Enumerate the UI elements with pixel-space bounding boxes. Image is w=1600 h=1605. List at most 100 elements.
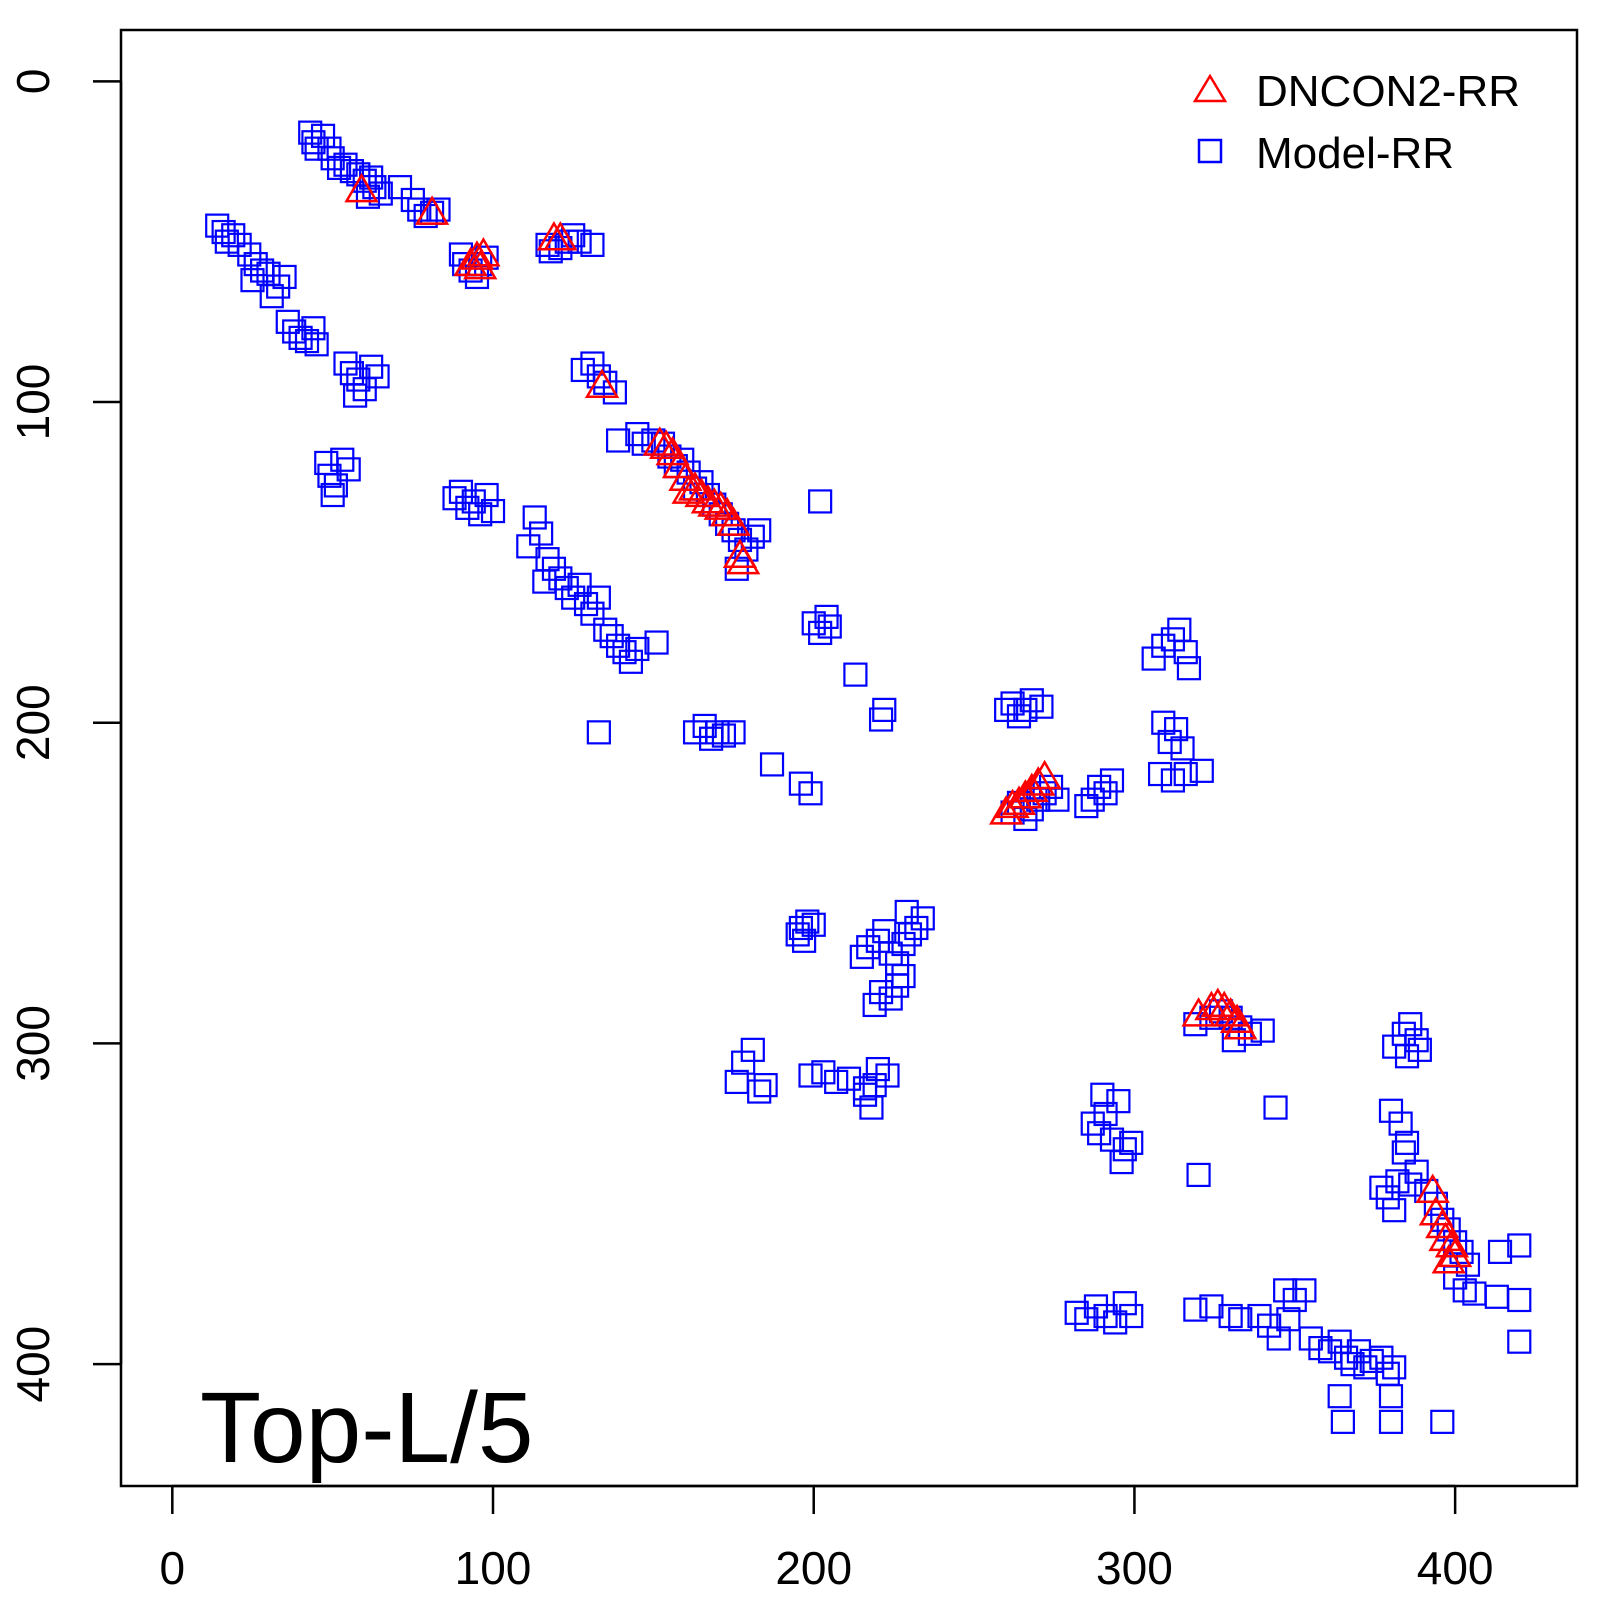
data-point-square: [259, 284, 284, 309]
y-tick-label: 100: [7, 364, 59, 441]
data-point-square: [994, 697, 1019, 722]
legend-item-model: Model-RR: [1197, 129, 1454, 178]
data-point-square: [1423, 1191, 1448, 1216]
data-point-square: [365, 364, 390, 389]
data-point-square: [1160, 768, 1186, 793]
panel-label: Top-L/5: [200, 1372, 534, 1484]
data-point-square: [1151, 710, 1176, 735]
data-point-square: [731, 1050, 756, 1075]
data-point-square: [865, 928, 890, 953]
data-point-square: [602, 380, 627, 405]
data-point-square: [359, 354, 384, 379]
data-point-square: [1430, 1409, 1455, 1434]
data-point-square: [1189, 758, 1214, 783]
data-point-square: [1266, 1326, 1291, 1351]
data-point-square: [1327, 1384, 1352, 1409]
data-point-square: [891, 931, 916, 957]
data-point-square: [442, 486, 467, 511]
data-point-square: [288, 325, 313, 350]
data-point-square: [852, 1082, 878, 1107]
data-point-square: [1391, 1021, 1416, 1046]
data-point-square: [753, 1073, 778, 1098]
data-point-square: [541, 556, 567, 581]
data-point-square: [849, 944, 874, 969]
data-point-square: [1385, 1169, 1410, 1194]
data-point-triangle: [459, 240, 495, 270]
data-point-square: [1119, 1303, 1144, 1329]
data-point-square: [580, 601, 605, 626]
data-point-square: [1398, 1012, 1423, 1037]
data-point-square: [1186, 1162, 1211, 1188]
data-point-square: [570, 357, 595, 383]
data-point-square: [1388, 1111, 1413, 1136]
legend-label-model: Model-RR: [1256, 129, 1454, 178]
data-point-square: [1378, 1384, 1404, 1409]
data-point-square: [878, 986, 903, 1011]
data-point-square: [573, 591, 599, 617]
data-point-triangle: [716, 506, 751, 536]
data-point-square: [317, 463, 342, 488]
legend-marker-model: [1197, 138, 1223, 164]
data-point-square: [468, 502, 493, 527]
y-tick-label: 300: [7, 1005, 59, 1082]
data-point-square: [320, 146, 345, 171]
data-point-square: [1228, 1307, 1253, 1332]
data-point-square: [711, 723, 737, 748]
data-point-square: [811, 1060, 836, 1085]
data-point-square: [1221, 1028, 1246, 1053]
data-point-square: [275, 309, 300, 334]
data-point-square: [705, 720, 730, 745]
data-point-square: [891, 963, 916, 989]
data-point-square: [747, 1079, 772, 1104]
data-point-square: [868, 707, 894, 732]
series-layer: [205, 120, 1532, 1434]
data-point-square: [792, 928, 817, 953]
data-point-triangle: [584, 368, 620, 399]
legend-marker-dncon2: [1192, 73, 1228, 103]
data-point-square: [580, 232, 605, 257]
data-point-square: [1308, 1335, 1333, 1361]
x-tick-label: 200: [775, 1542, 852, 1594]
data-point-square: [413, 203, 438, 229]
data-point-triangle: [1431, 1244, 1466, 1274]
data-point-square: [865, 1056, 890, 1082]
data-point-square: [1147, 761, 1173, 787]
data-point-square: [618, 649, 644, 674]
data-point-square: [1276, 1307, 1301, 1332]
data-point-square: [788, 771, 813, 796]
data-point-square: [788, 915, 813, 941]
data-point-square: [1333, 1345, 1359, 1370]
data-point-square: [1173, 640, 1198, 665]
data-point-square: [1013, 697, 1038, 722]
data-point-square: [868, 980, 894, 1005]
data-point-square: [824, 1069, 849, 1095]
data-point-square: [326, 155, 352, 181]
data-point-square: [317, 136, 342, 161]
data-point-square: [567, 229, 592, 254]
data-point-triangle: [543, 220, 578, 251]
data-point-square: [529, 521, 554, 546]
data-point-square: [1160, 627, 1186, 652]
data-point-triangle: [1223, 1009, 1258, 1040]
data-point-square: [798, 1063, 823, 1088]
data-point-square: [1452, 1278, 1477, 1303]
data-point-square: [875, 1063, 900, 1088]
data-point-square: [333, 152, 358, 177]
data-point-square: [352, 168, 377, 193]
data-point-square: [1375, 1361, 1400, 1386]
data-point-square: [612, 640, 637, 665]
data-point-square: [266, 274, 291, 299]
data-point-square: [814, 604, 839, 629]
data-point-square: [759, 752, 785, 777]
data-point-square: [1317, 1339, 1343, 1364]
data-point-square: [1006, 704, 1032, 729]
data-point-square: [843, 662, 868, 687]
data-point-triangle: [684, 477, 719, 508]
data-point-square: [1157, 729, 1182, 755]
data-point-square: [461, 489, 486, 514]
data-point-triangle: [1200, 987, 1235, 1017]
data-point-square: [1164, 717, 1189, 742]
data-point-triangle: [995, 788, 1030, 819]
data-point-square: [798, 781, 823, 806]
